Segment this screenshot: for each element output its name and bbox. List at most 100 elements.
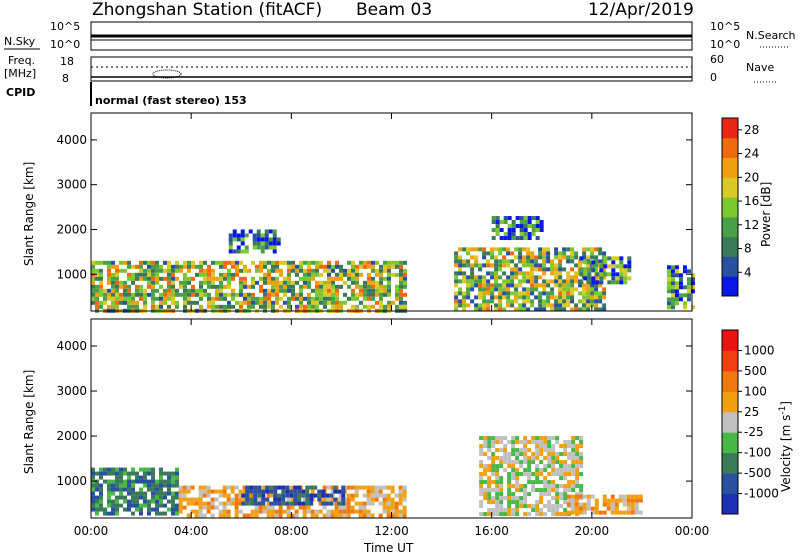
velocity-cell — [495, 484, 500, 489]
velocity-colorbar-tick-label: -100 — [744, 446, 771, 460]
velocity-cell — [495, 468, 500, 473]
power-cell — [335, 284, 339, 289]
velocity-cell — [135, 479, 139, 484]
velocity-cell — [241, 493, 246, 498]
power-cell — [256, 237, 261, 242]
power-cell — [582, 299, 587, 304]
velocity-cell — [194, 513, 199, 518]
power-cell — [478, 303, 483, 308]
power-cell — [498, 287, 503, 292]
power-cell — [619, 264, 624, 269]
power-cell — [139, 284, 143, 289]
power-cell — [231, 260, 235, 265]
power-cell — [199, 264, 203, 269]
velocity-cell — [567, 472, 572, 477]
velocity-cell — [511, 440, 516, 445]
power-cell — [307, 264, 311, 269]
power-cell — [574, 271, 579, 276]
velocity-cell — [579, 484, 584, 489]
velocity-cell — [91, 507, 95, 512]
power-cell — [327, 296, 331, 301]
velocity-cell — [614, 498, 619, 503]
power-cell — [371, 288, 375, 293]
velocity-cell — [293, 497, 298, 502]
power-cell — [255, 280, 259, 285]
power-cell — [339, 268, 343, 273]
velocity-cell — [249, 485, 254, 490]
power-cell — [256, 245, 261, 250]
velocity-cell — [250, 513, 255, 518]
power-cell — [272, 245, 277, 250]
power-cell — [307, 304, 311, 309]
velocity-cell — [539, 488, 544, 493]
velocity-cell — [91, 495, 95, 500]
velocity-cell — [503, 444, 508, 449]
power-cell — [371, 284, 375, 289]
power-cell — [163, 288, 167, 293]
power-cell — [562, 283, 567, 288]
power-cell — [279, 304, 283, 309]
power-cell — [187, 276, 191, 281]
velocity-cell — [483, 440, 488, 445]
velocity-cell — [586, 498, 591, 503]
velocity-colorbar-segment — [722, 370, 738, 392]
power-cell — [215, 292, 219, 297]
velocity-cell — [559, 496, 564, 501]
power-cell — [399, 288, 403, 293]
power-cell — [682, 269, 687, 274]
velocity-cell — [606, 506, 611, 511]
power-cell — [535, 224, 540, 229]
velocity-cell — [575, 460, 580, 465]
velocity-cell — [163, 495, 167, 500]
velocity-cell — [198, 489, 203, 494]
power-cell — [151, 264, 155, 269]
power-cell — [582, 255, 587, 260]
power-cell — [371, 296, 375, 301]
power-cell — [470, 267, 475, 272]
power-cell — [287, 260, 291, 265]
velocity-cell — [250, 509, 255, 514]
power-cell — [403, 292, 407, 297]
velocity-cell — [547, 500, 552, 505]
power-cell — [602, 267, 607, 272]
velocity-cell — [289, 501, 294, 506]
power-cell — [387, 292, 391, 297]
velocity-cell — [306, 509, 311, 514]
power-cell — [486, 291, 491, 296]
velocity-cell — [329, 493, 334, 498]
velocity-cell — [249, 501, 254, 506]
velocity-cell — [499, 476, 504, 481]
power-cell — [594, 291, 599, 296]
power-cell — [474, 263, 479, 268]
power-cell — [339, 264, 343, 269]
velocity-cell — [159, 487, 163, 492]
power-cell — [259, 296, 263, 301]
power-cell — [550, 307, 555, 312]
velocity-cell — [535, 480, 540, 485]
velocity-cell — [99, 475, 103, 480]
power-cell — [260, 249, 265, 254]
power-cell — [103, 296, 107, 301]
velocity-colorbar-tick-label: -1000 — [744, 487, 779, 501]
power-cell — [99, 276, 103, 281]
velocity-cell — [265, 489, 270, 494]
power-cell — [264, 245, 269, 250]
velocity-cell — [563, 468, 568, 473]
velocity-cell — [515, 456, 520, 461]
power-cell — [379, 304, 383, 309]
velocity-cell — [382, 493, 387, 498]
power-cell — [583, 268, 588, 273]
power-cell — [375, 284, 379, 289]
velocity-cell — [499, 440, 504, 445]
power-cell — [670, 269, 675, 274]
power-cell — [502, 279, 507, 284]
velocity-cell — [333, 485, 338, 490]
velocity-cell — [495, 504, 500, 509]
velocity-cell — [182, 485, 187, 490]
velocity-cell — [159, 467, 163, 472]
velocity-cell — [575, 436, 580, 441]
power-cell — [526, 275, 531, 280]
velocity-cell — [378, 493, 383, 498]
velocity-cell — [491, 500, 496, 505]
power-cell — [252, 241, 257, 246]
